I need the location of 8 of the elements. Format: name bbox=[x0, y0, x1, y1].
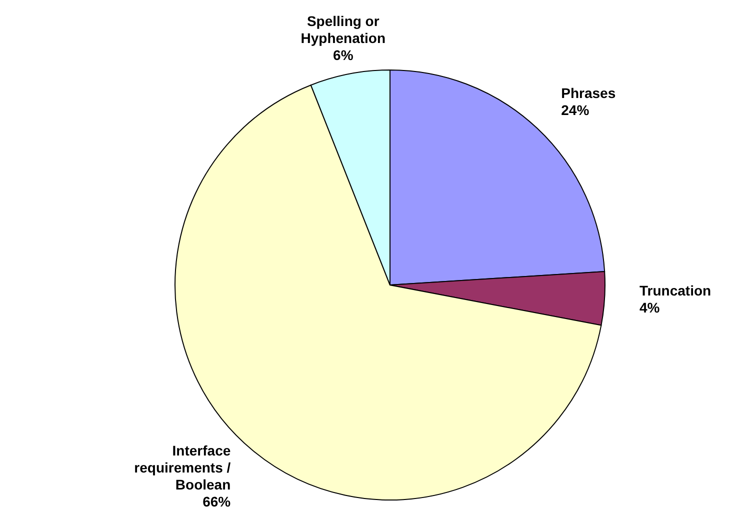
slice-label: Spelling or Hyphenation bbox=[300, 12, 386, 46]
data-label: 66% bbox=[202, 494, 232, 510]
slice-label: Truncation bbox=[640, 282, 712, 299]
data-label: 6% bbox=[333, 46, 354, 63]
slice-label: Interface requirements / Boolean bbox=[134, 442, 231, 493]
slice-label: Phrases bbox=[561, 84, 616, 101]
data-label: 4% bbox=[640, 300, 660, 316]
data-label: 24% bbox=[561, 102, 590, 118]
